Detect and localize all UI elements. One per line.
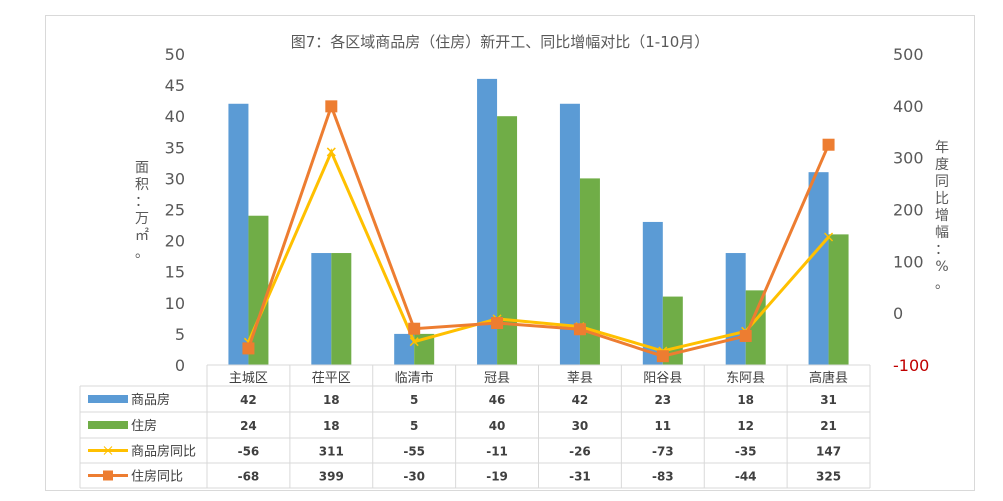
data-table-value: 5 [410,393,418,407]
data-table-value: 399 [319,470,344,484]
data-table-value: 18 [323,419,340,433]
y2-tick-label: 300 [893,149,924,168]
data-table-value: 18 [323,393,340,407]
bar-商品房 [477,78,498,365]
category-label: 主城区 [229,371,268,386]
point-住房同比 [739,329,752,342]
data-table-value: -73 [652,445,674,459]
point-住房同比 [325,100,338,113]
data-table-value: 42 [572,393,589,407]
y-tick-label: 45 [165,76,185,95]
y-tick-label: 0 [175,356,185,375]
y2-tick-label: 100 [893,252,924,271]
category-label: 阳谷县 [643,371,682,386]
point-商品房同比 [824,232,834,242]
bar-住房 [745,290,766,365]
data-table-value: -55 [403,445,425,459]
point-商品房同比 [326,147,336,157]
data-table-value: -35 [735,445,757,459]
bar-商品房 [228,103,249,365]
data-table-value: -83 [652,470,674,484]
bar-住房 [579,178,600,365]
y2-tick-label: 0 [893,304,903,323]
data-table-value: 21 [820,419,837,433]
legend-label: 住房同比 [131,469,183,485]
y2-axis-title: 年度同比增幅：%。 [935,140,949,292]
data-table-value: -44 [735,470,757,484]
point-住房同比 [242,342,255,355]
bar-商品房 [725,253,746,365]
data-table-value: 325 [816,470,841,484]
data-table-value: 31 [820,393,837,407]
y2-tick-label: 200 [893,201,924,220]
point-住房同比 [656,350,669,363]
data-table-value: 40 [489,419,506,433]
y2-tick-label: 500 [893,45,924,64]
data-table-value: -11 [486,445,508,459]
data-table-value: 11 [654,419,671,433]
y-tick-label: 35 [165,138,185,157]
data-table-value: -56 [238,445,260,459]
chart-frame [45,15,975,491]
data-table-value: 24 [240,419,257,433]
line-商品房同比 [247,148,830,353]
point-住房同比 [822,138,835,151]
y-tick-label: 5 [175,325,185,344]
category-label: 茌平区 [312,371,351,386]
bar-商品房 [808,172,829,365]
legend-label: 商品房同比 [131,444,196,460]
point-住房同比 [408,322,421,335]
legend-label: 住房 [131,418,157,434]
point-商品房同比 [409,337,419,347]
data-table-value: 311 [319,445,344,459]
line-住房同比 [247,101,830,358]
point-住房同比 [491,317,504,330]
y2-tick-label: 400 [893,97,924,116]
chart-title: 图7：各区域商品房（住房）新开工、同比增幅对比（1-10月） [291,33,710,51]
legend-key-住房 [88,421,128,429]
y-tick-label: 10 [165,294,185,313]
category-label: 莘县 [567,371,593,386]
bar-住房 [828,234,849,365]
bar-商品房 [394,333,415,365]
y2-tick-label: -100 [893,356,929,375]
category-label: 东阿县 [726,371,765,386]
bar-住房 [497,116,518,365]
data-table-value: -68 [238,470,260,484]
legend-label: 商品房 [131,392,170,408]
y-tick-label: 40 [165,107,185,126]
data-table-value: 30 [572,419,589,433]
data-table-value: -26 [569,445,591,459]
category-label: 高唐县 [809,370,848,386]
y-tick-label: 30 [165,169,185,188]
data-table-value: -30 [403,470,425,484]
bar-商品房 [559,103,580,365]
legend-marker [103,470,113,481]
data-table-value: 12 [737,419,754,433]
y-tick-label: 50 [165,45,185,64]
y-tick-label: 25 [165,201,185,220]
y-tick-label: 20 [165,232,185,251]
data-table-value: 42 [240,393,257,407]
data-table-value: 147 [816,445,841,459]
y-axis-title: 面积：万㎡。 [135,160,149,261]
data-table-value: 5 [410,419,418,433]
bar-商品房 [311,253,332,365]
category-label: 临清市 [395,370,434,386]
data-table-value: 18 [737,393,754,407]
data-table-value: 46 [489,393,506,407]
point-住房同比 [573,323,586,336]
legend-key-商品房 [88,395,128,403]
legend-marker [103,446,113,455]
bar-商品房 [642,221,663,365]
data-table-value: -31 [569,470,591,484]
y-tick-label: 15 [165,263,185,282]
data-table-value: 23 [654,393,671,407]
category-label: 冠县 [484,371,510,386]
data-table-value: -19 [486,470,508,484]
bar-住房 [331,253,352,365]
